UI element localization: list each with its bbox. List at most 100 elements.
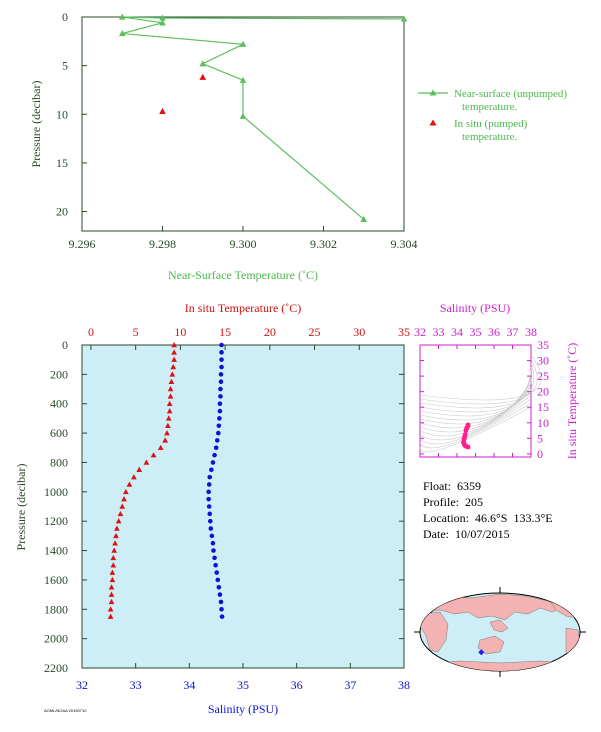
salinity-tick-label: 35 <box>237 678 249 692</box>
ts-density-contour <box>419 358 538 405</box>
profile-y-axis-label: Pressure (decibar) <box>14 464 28 551</box>
salinity-point <box>212 452 217 458</box>
ts-y-tick-label: 5 <box>537 431 543 445</box>
legend-label-pumped-line1: In situ (pumped) <box>454 118 528 130</box>
ts-y-axis-label: In situ Temperature (˚C) <box>565 343 579 460</box>
near-surface-panel: 9.296 9.298 9.300 9.302 9.304 0 5 10 15 20 Near-… <box>29 10 567 282</box>
map-land-australia <box>477 635 505 655</box>
temperature-point <box>117 510 124 517</box>
temperature-tick-label: 0 <box>88 325 94 339</box>
salinity-point <box>219 364 224 370</box>
near-surface-unpumped-point <box>159 14 166 21</box>
pressure-tick-label: 1600 <box>44 573 68 587</box>
near-surface-unpumped-point <box>239 112 247 119</box>
temperature-point <box>167 393 174 399</box>
salinity-point <box>218 599 224 605</box>
near-surface-y-tick-label: 20 <box>56 205 68 219</box>
date-label: Date: <box>423 527 449 541</box>
near-surface-y-tick-label: 10 <box>56 107 68 121</box>
salinity-point <box>218 379 224 385</box>
temperature-profile <box>107 342 177 619</box>
ts-density-contour <box>419 362 535 409</box>
salinity-point <box>207 474 213 480</box>
near-surface-unpumped-point <box>239 40 247 47</box>
ts-y-tick-label: 35 <box>537 338 549 352</box>
salinity-point <box>212 555 217 561</box>
ts-density-contour <box>419 398 532 445</box>
near-surface-unpumped-point <box>159 19 166 26</box>
ts-point <box>463 428 469 433</box>
pressure-tick-label: 1200 <box>44 514 68 528</box>
salinity-point <box>213 445 219 451</box>
pressure-tick-label: 1400 <box>44 544 68 558</box>
temperature-ticks: 0 5 10 15 20 25 30 35 <box>88 325 410 350</box>
ts-y-tick-label: 0 <box>537 447 543 461</box>
salinity-point <box>206 496 211 502</box>
temperature-point <box>171 349 177 355</box>
salinity-point <box>217 416 222 421</box>
temperature-point <box>167 386 174 392</box>
ts-x-tick-label: 35 <box>470 325 482 339</box>
salinity-point <box>210 460 216 465</box>
temperature-tick-label: 5 <box>133 325 139 339</box>
salinity-point <box>207 511 213 517</box>
temperature-point <box>111 547 118 553</box>
pressure-tick-label: 1800 <box>44 602 68 616</box>
near-surface-unpumped-point <box>199 60 207 67</box>
ts-density-contour <box>419 378 532 425</box>
temperature-point <box>107 606 114 612</box>
temperature-point <box>131 474 137 480</box>
ts-x-tick-label: 32 <box>414 325 426 339</box>
legend-label-unpumped-line1: Near-surface (unpumped) <box>454 88 567 100</box>
profile-plot-background <box>81 344 405 669</box>
salinity-point <box>218 394 223 399</box>
float-info: Float: 6359 Profile: 205 Location: 46.6°… <box>423 478 553 542</box>
near-surface-x-tick-label: 9.302 <box>310 237 337 251</box>
near-surface-legend: Near-surface (unpumped) temperature. In … <box>418 88 567 143</box>
legend-marker-unpumped <box>429 89 437 96</box>
salinity-tick-label: 32 <box>76 678 88 692</box>
salinity-point <box>219 350 224 355</box>
temperature-point <box>121 496 127 502</box>
temperature-point <box>143 459 150 465</box>
salinity-point <box>219 342 224 348</box>
legend-label-unpumped-line2: temperature. <box>462 101 518 113</box>
map-land-eurasia <box>420 593 563 621</box>
temperature-point <box>114 525 120 531</box>
temperature-point <box>169 371 176 377</box>
temperature-tick-label: 35 <box>398 325 410 339</box>
salinity-tick-label: 37 <box>344 678 356 692</box>
salinity-point <box>217 408 223 414</box>
temperature-point <box>109 569 116 575</box>
salinity-point <box>217 592 223 597</box>
temperature-point <box>170 364 177 370</box>
pressure-tick-label: 400 <box>50 397 68 411</box>
ts-x-tick-label: 34 <box>451 325 463 339</box>
salinity-point <box>216 584 222 590</box>
salinity-point <box>206 489 211 495</box>
near-surface-unpumped-point <box>400 15 408 22</box>
near-surface-x-tick-label: 9.304 <box>391 237 418 251</box>
temperature-point <box>119 503 126 509</box>
map-land-seasia <box>489 619 509 633</box>
ts-density-contour <box>419 354 542 401</box>
pressure-tick-label: 200 <box>50 367 68 381</box>
ts-y-tick-label: 25 <box>537 369 549 383</box>
temperature-point <box>109 576 116 583</box>
temperature-point <box>171 356 177 362</box>
near-surface-y-tick-label: 0 <box>62 10 68 24</box>
legend-label-pumped-line2: temperature. <box>462 131 518 143</box>
profile-bottom-axis-label: Salinity (PSU) <box>208 702 278 716</box>
near-surface-y-axis-label: Pressure (decibar) <box>29 81 43 168</box>
ts-density-contour <box>419 366 532 413</box>
ts-x-tick-label: 37 <box>507 325 519 339</box>
ts-y-tick-label: 30 <box>537 354 549 368</box>
ts-points <box>461 422 471 450</box>
location-value: 46.6°S 133.3°E <box>474 511 553 525</box>
pressure-tick-label: 600 <box>50 426 68 440</box>
ts-y-tick-label: 15 <box>537 400 549 414</box>
profile-panel: In situ Temperature (˚C) Salinity (PSU) … <box>14 301 410 716</box>
footer-code: AOML/NOAA 20150710 <box>44 708 87 713</box>
salinity-tick-label: 38 <box>398 678 410 692</box>
